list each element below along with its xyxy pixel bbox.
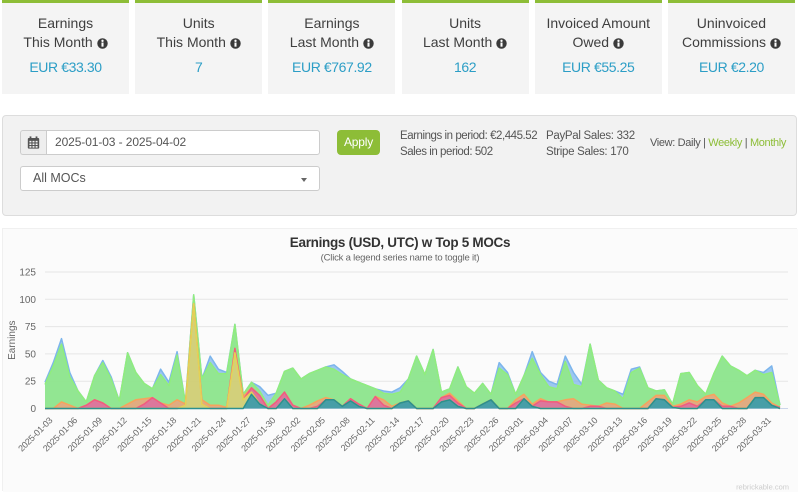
svg-text:100: 100 <box>19 295 36 306</box>
svg-text:0: 0 <box>30 404 36 415</box>
svg-text:(Click a legend series name to: (Click a legend series name to toggle it… <box>321 253 480 264</box>
svg-text:Earnings: Earnings <box>7 320 18 359</box>
svg-text:Earnings (USD, UTC) w Top 5 MO: Earnings (USD, UTC) w Top 5 MOCs <box>290 235 510 250</box>
svg-text:75: 75 <box>25 322 37 333</box>
svg-text:50: 50 <box>25 349 37 360</box>
svg-text:25: 25 <box>25 377 37 388</box>
svg-text:125: 125 <box>19 268 36 279</box>
svg-text:rebrickable.com: rebrickable.com <box>736 483 789 492</box>
